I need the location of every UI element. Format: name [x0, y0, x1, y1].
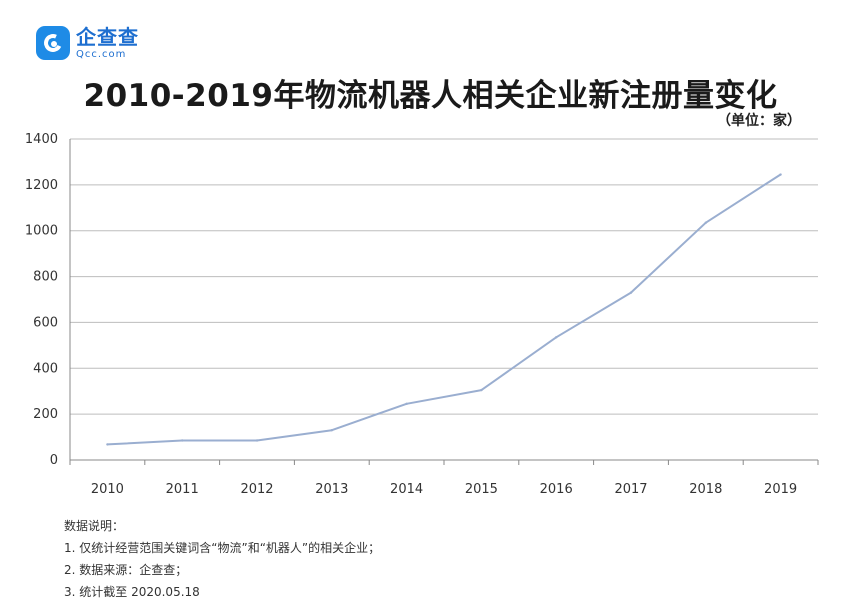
note-item-2: 2. 数据来源：企查查； [64, 563, 188, 577]
x-tick-label: 2012 [240, 482, 273, 497]
data-point [555, 336, 558, 339]
x-tick-label: 2019 [764, 482, 797, 497]
x-tick-label: 2015 [465, 482, 498, 497]
data-point [779, 173, 782, 176]
x-tick-label: 2014 [390, 482, 423, 497]
data-point [181, 439, 184, 442]
y-tick-label: 1400 [25, 132, 58, 147]
grid-lines [69, 138, 818, 461]
brand-logo: 企查查 Qcc.com [36, 26, 139, 60]
data-point [629, 291, 633, 294]
y-tick-label: 800 [33, 270, 58, 285]
y-axis-ticks: 0 200 400 600 800 1000 1200 1400 [25, 132, 58, 468]
logo-name: 企查查 [76, 24, 139, 49]
logo-domain: Qcc.com [76, 48, 127, 60]
data-point [106, 443, 109, 446]
x-tick-label: 2017 [614, 482, 647, 497]
chart-title: 2010-2019年物流机器人相关企业新注册量变化 [83, 78, 778, 114]
x-tick-label: 2018 [689, 482, 722, 497]
data-point [704, 221, 707, 224]
series-line [107, 173, 782, 446]
x-tick-label: 2016 [540, 482, 573, 497]
data-point [255, 439, 259, 442]
data-point [330, 428, 333, 432]
y-tick-label: 1000 [25, 224, 58, 239]
x-axis: 2010 2011 2012 2013 2014 2015 2016 2017 2018 2019 [69, 459, 819, 497]
series-lines [106, 173, 782, 446]
qcc-logo-icon [36, 26, 70, 60]
unit-label: （单位：家） [717, 113, 801, 129]
data-point [405, 402, 408, 406]
data-notes: 数据说明： 1. 仅统计经营范围关键词含“物流”和“机器人”的相关企业； 2. … [64, 515, 380, 603]
y-tick-label: 0 [50, 453, 58, 468]
x-tick-label: 2011 [166, 482, 199, 497]
x-tick-label: 2013 [315, 482, 348, 497]
x-tick-label: 2010 [91, 482, 124, 497]
note-item-1: 1. 仅统计经营范围关键词含“物流”和“机器人”的相关企业； [64, 541, 381, 555]
y-tick-label: 200 [33, 407, 58, 422]
note-item-3: 3. 统计截至 2020.05.18 [64, 585, 200, 599]
y-tick-label: 1200 [25, 178, 58, 193]
data-point [480, 388, 483, 392]
y-tick-label: 400 [33, 361, 58, 376]
notes-heading: 数据说明： [64, 519, 125, 533]
y-tick-label: 600 [33, 315, 58, 330]
